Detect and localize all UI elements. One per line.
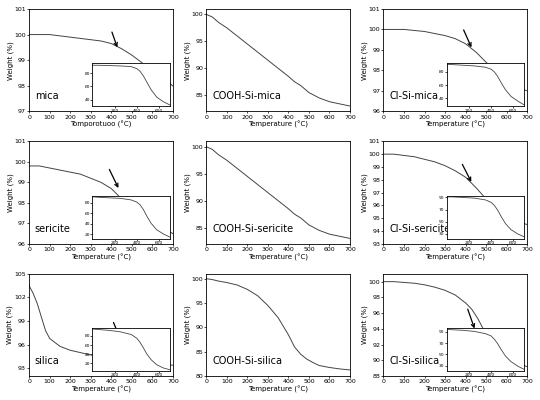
- Y-axis label: Weight (%): Weight (%): [7, 173, 14, 212]
- Text: Cl-Si-mica: Cl-Si-mica: [389, 91, 438, 101]
- X-axis label: Temperature (°C): Temperature (°C): [71, 254, 131, 261]
- Text: sericite: sericite: [35, 224, 71, 234]
- Text: Cl-Si-sericite: Cl-Si-sericite: [389, 224, 450, 234]
- Y-axis label: Weight (%): Weight (%): [361, 41, 368, 80]
- Y-axis label: Weight (%): Weight (%): [361, 173, 368, 212]
- X-axis label: Temperature (°C): Temperature (°C): [426, 121, 485, 128]
- Text: mica: mica: [35, 91, 58, 101]
- Y-axis label: Weight (%): Weight (%): [7, 306, 14, 344]
- X-axis label: Temperature (°C): Temperature (°C): [248, 254, 308, 261]
- X-axis label: Tomporotuoo (°C): Tomporotuoo (°C): [70, 121, 132, 128]
- X-axis label: Temperature (°C): Temperature (°C): [426, 386, 485, 393]
- Y-axis label: Weight (%): Weight (%): [7, 41, 14, 80]
- X-axis label: Temperature (°C): Temperature (°C): [248, 386, 308, 393]
- Text: Cl-Si-silica: Cl-Si-silica: [389, 356, 440, 366]
- Text: COOH-Si-mica: COOH-Si-mica: [212, 91, 281, 101]
- X-axis label: Temperature (°C): Temperature (°C): [248, 121, 308, 128]
- Text: silica: silica: [35, 356, 59, 366]
- Y-axis label: Weight (%): Weight (%): [184, 41, 191, 80]
- Y-axis label: Weight (%): Weight (%): [361, 306, 368, 344]
- Text: COOH-Si-silica: COOH-Si-silica: [212, 356, 282, 366]
- Y-axis label: Weight (%): Weight (%): [184, 306, 191, 344]
- X-axis label: Temperature (°C): Temperature (°C): [426, 254, 485, 261]
- X-axis label: Temperature (°C): Temperature (°C): [71, 386, 131, 393]
- Y-axis label: Weight (%): Weight (%): [184, 173, 191, 212]
- Text: COOH-Si-sericite: COOH-Si-sericite: [212, 224, 293, 234]
